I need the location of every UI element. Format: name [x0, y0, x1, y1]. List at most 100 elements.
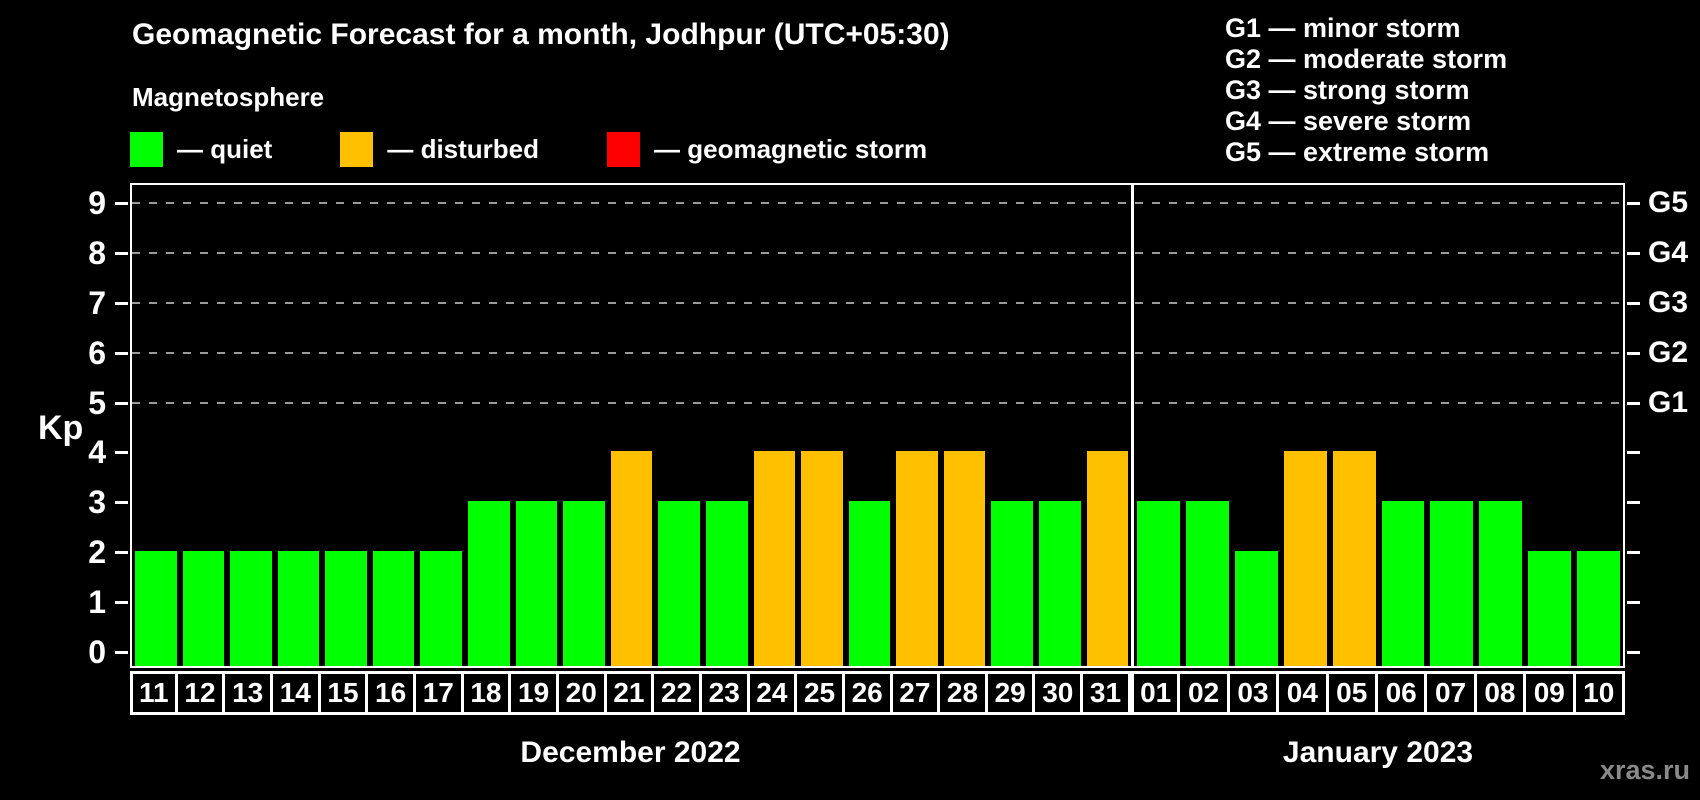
kp-bar-12 [182, 551, 225, 666]
bar-slot-11 [132, 185, 180, 666]
bar-slot-29 [988, 185, 1036, 666]
bar-slot-22 [655, 185, 703, 666]
gridline-kp6 [132, 351, 1623, 354]
legend-label-storm: — geomagnetic storm [654, 133, 928, 164]
legend-item-quiet: — quiet [130, 131, 273, 167]
date-cell-09: 09 [1526, 671, 1576, 715]
y-axis-label: Kp [38, 409, 84, 447]
bar-slot-13 [227, 185, 275, 666]
date-cell-14: 14 [272, 671, 321, 715]
quiet-swatch [130, 131, 163, 167]
date-cell-05: 05 [1328, 671, 1378, 715]
left-tick-kp6 [115, 351, 128, 355]
right-tick-kp8 [1627, 251, 1640, 255]
left-tick-kp3 [115, 501, 128, 505]
y-tick-label-7: 7 [88, 284, 106, 321]
date-group-0: 11 12 13 14 15 16 17 18 19 20 21 22 23 24 25 26 27 28 29 30… [130, 671, 1131, 715]
bar-slot-18 [465, 185, 513, 666]
right-tick-kp1 [1627, 601, 1640, 605]
kp-bar-09 [1528, 551, 1572, 666]
bar-slot-01 [1134, 185, 1183, 666]
date-cell-29: 29 [987, 671, 1036, 715]
date-cell-22: 22 [654, 671, 702, 715]
left-tick-kp4 [115, 451, 128, 455]
g-scale-legend: G1 — minor storm G2 — moderate storm G3 — … [1225, 13, 1507, 168]
g-label-G3: G3 [1648, 285, 1689, 319]
kp-bar-04 [1283, 451, 1327, 666]
bar-slot-19 [513, 185, 561, 666]
kp-bar-19 [515, 501, 558, 666]
y-tick-label-0: 0 [88, 634, 106, 670]
kp-bar-15 [325, 551, 367, 666]
right-tick-kp6 [1627, 351, 1640, 355]
g-scale-legend-line: G3 — strong storm [1225, 75, 1470, 105]
gridline-kp7 [132, 301, 1623, 304]
kp-bar-13 [230, 551, 272, 666]
date-cell-23: 23 [701, 671, 750, 715]
date-cell-02: 02 [1180, 671, 1230, 715]
bar-slot-20 [560, 185, 608, 666]
y-tick-label-1: 1 [88, 584, 106, 621]
date-cell-06: 06 [1377, 671, 1428, 715]
bar-slot-05 [1330, 185, 1379, 666]
right-tick-kp5 [1627, 401, 1640, 405]
right-tick-kp4 [1627, 451, 1640, 455]
date-cell-20: 20 [558, 671, 607, 715]
date-cell-31: 31 [1083, 671, 1131, 715]
y-tick-label-6: 6 [88, 334, 106, 371]
date-cell-18: 18 [463, 671, 512, 715]
y-axis-tick-labels: 0 1 2 3 4 5 6 7 8 9 [0, 183, 112, 668]
y-tick-label-4: 4 [88, 434, 106, 471]
date-cell-11: 11 [130, 671, 178, 715]
gridline-kp9 [132, 201, 1623, 204]
bar-slot-07 [1427, 185, 1476, 666]
month-label-0: December 2022 [520, 736, 741, 769]
kp-bar-22 [658, 501, 700, 666]
legend-item-disturbed: — disturbed [340, 131, 539, 167]
left-tick-kp0 [115, 651, 128, 654]
watermark: xras.ru [1599, 755, 1690, 785]
gridline-kp8 [132, 251, 1623, 254]
kp-bar-24 [753, 451, 796, 666]
kp-bar-27 [896, 451, 938, 666]
kp-bar-18 [468, 501, 510, 666]
kp-bar-01 [1137, 501, 1180, 666]
g-scale-legend-line: G2 — moderate storm [1225, 44, 1508, 74]
bar-slot-14 [275, 185, 323, 666]
month-group-1 [1134, 185, 1623, 666]
month-divider-line [1131, 185, 1134, 666]
kp-bar-14 [277, 551, 320, 666]
date-axis: 11 12 13 14 15 16 17 18 19 20 21 22 23 24 25 26 27 28 29 30… [130, 671, 1625, 715]
bar-slot-09 [1525, 185, 1574, 666]
right-tick-kp3 [1627, 501, 1640, 505]
kp-bar-05 [1332, 451, 1376, 666]
y-tick-label-9: 9 [88, 184, 106, 221]
legend-label-quiet: — quiet [177, 133, 273, 164]
date-cell-16: 16 [368, 671, 416, 715]
g-label-G5: G5 [1648, 185, 1689, 219]
bar-slot-03 [1232, 185, 1281, 666]
kp-bar-03 [1234, 551, 1278, 666]
kp-bar-07 [1430, 501, 1474, 666]
bar-slot-10 [1574, 185, 1623, 666]
kp-bar-16 [372, 551, 415, 666]
date-cell-19: 19 [511, 671, 559, 715]
right-tick-kp9 [1627, 201, 1640, 205]
left-tick-kp2 [115, 551, 128, 555]
left-tick-kp9 [115, 201, 128, 205]
date-cell-21: 21 [606, 671, 655, 715]
date-cell-24: 24 [749, 671, 798, 715]
date-cell-07: 07 [1427, 671, 1477, 715]
date-cell-10: 10 [1575, 671, 1625, 715]
left-tick-kp8 [115, 251, 128, 255]
g-scale-legend-line: G1 — minor storm [1225, 13, 1461, 43]
kp-bar-26 [848, 501, 891, 666]
kp-bar-20 [563, 501, 605, 666]
month-label-1: January 2023 [1282, 736, 1474, 769]
bar-slot-08 [1476, 185, 1525, 666]
bar-slot-28 [941, 185, 989, 666]
date-group-1: 01 02 03 04 05 06 07 08 09 10 [1131, 671, 1625, 715]
bar-slot-17 [417, 185, 465, 666]
right-tick-kp0 [1627, 651, 1640, 654]
